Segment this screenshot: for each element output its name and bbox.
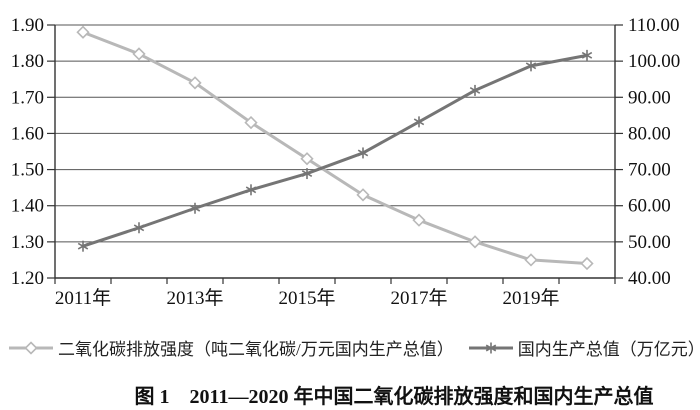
svg-text:1.50: 1.50 (11, 160, 44, 181)
svg-text:60.00: 60.00 (628, 196, 671, 217)
svg-text:2011年: 2011年 (55, 287, 111, 309)
diamond-series-marker-icon (8, 340, 54, 355)
legend-item-co2-intensity: 二氧化碳排放强度（吨二氧化碳/万元国内生产总值） (8, 335, 454, 360)
legend-label-co2-intensity: 二氧化碳排放强度（吨二氧化碳/万元国内生产总值） (58, 340, 454, 359)
asterisk-series-marker-icon (468, 341, 514, 355)
svg-text:110.00: 110.00 (628, 15, 680, 36)
figure-caption: 图 1 2011—2020 年中国二氧化碳排放强度和国内生产总值 (134, 386, 654, 408)
svg-text:90.00: 90.00 (628, 87, 671, 108)
svg-text:1.20: 1.20 (11, 268, 44, 289)
svg-text:2017年: 2017年 (390, 287, 447, 309)
svg-text:2019年: 2019年 (502, 287, 559, 309)
svg-text:80.00: 80.00 (628, 123, 671, 144)
svg-text:50.00: 50.00 (628, 232, 671, 253)
svg-text:100.00: 100.00 (628, 51, 680, 72)
svg-text:40.00: 40.00 (628, 268, 671, 289)
svg-text:1.70: 1.70 (11, 87, 44, 108)
legend-item-gdp: 国内生产总值（万亿元） (468, 335, 700, 360)
line-chart-plot: 1.20 1.30 1.40 1.50 1.60 1.70 1.80 1.90 40.00 50.… (11, 15, 681, 309)
legend-label-gdp: 国内生产总值（万亿元） (517, 340, 700, 359)
svg-text:2013年: 2013年 (166, 287, 223, 309)
svg-text:70.00: 70.00 (628, 160, 671, 181)
svg-text:1.60: 1.60 (11, 123, 44, 144)
svg-text:1.40: 1.40 (11, 196, 44, 217)
svg-text:1.30: 1.30 (11, 232, 44, 253)
svg-text:1.90: 1.90 (11, 15, 44, 36)
svg-text:2015年: 2015年 (278, 287, 335, 309)
svg-text:1.80: 1.80 (11, 51, 44, 72)
chart-legend: 二氧化碳排放强度（吨二氧化碳/万元国内生产总值） 国内生产总值（万亿元） (8, 335, 700, 360)
